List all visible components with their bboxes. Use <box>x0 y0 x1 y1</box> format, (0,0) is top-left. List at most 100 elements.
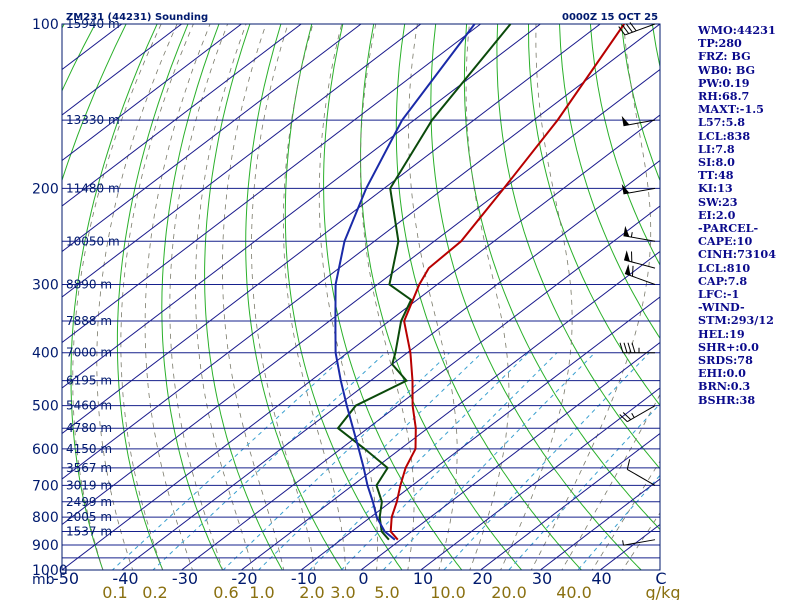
mixing-ratio-tick-label: 0.6 <box>213 583 238 600</box>
wind-barbs <box>618 22 656 546</box>
mixing-ratio-tick-label: 5.0 <box>374 583 399 600</box>
stability-index-item: CAP:7.8 <box>698 273 748 288</box>
stability-index-item: HEL:19 <box>698 326 745 341</box>
barb-half-feather <box>622 540 624 546</box>
stability-index-item: LCL:838 <box>698 128 751 143</box>
barb-staff <box>623 235 656 242</box>
temperature-tick-label: 30 <box>532 569 552 588</box>
isotherm-line <box>539 478 660 570</box>
dewpoint-profile <box>336 24 512 541</box>
mixing-ratio-line <box>340 352 558 570</box>
dry-adiabat-line <box>589 24 660 266</box>
dry-adiabat-line <box>430 24 642 570</box>
pressure-tick-label: 600 <box>32 442 59 458</box>
barb-feather <box>627 342 632 353</box>
moist-adiabat-line <box>318 24 378 570</box>
wind-barb <box>623 250 656 269</box>
dry-adiabat-line <box>161 24 224 570</box>
mixing-ratio-tick-label: 3.0 <box>330 583 355 600</box>
mixing-ratio-line <box>308 352 529 570</box>
pressure-tick-label: 100 <box>32 17 59 33</box>
isotherm-line <box>240 250 660 570</box>
mixing-ratio-tick-label: 20.0 <box>491 583 527 600</box>
height-label: 10050 m <box>66 234 120 248</box>
dry-adiabat-line <box>70 24 158 570</box>
stability-index-item: EI:2.0 <box>698 207 736 222</box>
wind-barb <box>621 115 656 127</box>
mixing-ratio-tick-label: 0.2 <box>142 583 167 600</box>
barb-feather <box>619 414 628 423</box>
barb-staff <box>623 259 656 269</box>
stability-index-item: LI:7.8 <box>698 141 735 156</box>
dry-adiabat-line <box>559 24 660 340</box>
pressure-tick-label: 400 <box>32 346 59 362</box>
height-label: 4150 m <box>66 442 112 456</box>
height-label: 5460 m <box>66 399 112 413</box>
wind-barb <box>624 264 656 285</box>
mixing-ratio-tick-label: 2.0 <box>299 583 324 600</box>
dry-adiabat-line <box>284 24 403 570</box>
barb-pennant <box>621 115 630 126</box>
stability-index-item: SI:8.0 <box>698 155 735 170</box>
height-label: 4780 m <box>66 421 112 435</box>
isotherm-line <box>360 341 660 570</box>
temperature-tick-label: -40 <box>112 569 138 588</box>
barb-feather <box>631 342 636 353</box>
height-label: 3567 m <box>66 461 112 475</box>
mixing-ratio-line <box>222 352 450 570</box>
stability-index-item: WB0: BG <box>698 62 756 77</box>
wind-barb <box>626 459 656 486</box>
temperature-profile <box>389 24 625 541</box>
height-label: 2499 m <box>66 495 112 509</box>
temperature-tick-label: C <box>655 569 666 588</box>
mixing-ratio-line <box>111 352 349 570</box>
stability-index-item: TT:48 <box>698 168 734 183</box>
pressure-tick-label: 500 <box>32 399 59 415</box>
temperature-tick-label: 40 <box>591 569 611 588</box>
height-label: 15940 m <box>66 17 120 31</box>
temperature-tick-label: 20 <box>472 569 492 588</box>
dry-adiabats <box>62 24 660 570</box>
barb-pennant <box>621 184 630 194</box>
stability-index-item: STM:293/12 <box>698 313 774 328</box>
height-label: 7000 m <box>66 346 112 360</box>
moist-adiabat-line <box>359 24 415 570</box>
mixing-ratio-line <box>508 403 660 570</box>
isotherm-line <box>62 24 660 480</box>
mixing-ratio-lines <box>111 352 660 570</box>
mixing-ratio-line <box>443 352 650 570</box>
barb-feather <box>622 24 630 34</box>
barb-staff <box>623 539 656 546</box>
moist-adiabats <box>72 24 660 570</box>
height-label: 6195 m <box>66 374 112 388</box>
wind-barb <box>618 22 656 36</box>
dry-adiabat-line <box>360 24 523 570</box>
pressure-unit-label: mb <box>32 572 55 588</box>
stability-index-item: EHI:0.0 <box>698 366 746 381</box>
isotherm-line <box>180 205 660 570</box>
pressure-tick-label: 200 <box>32 181 59 197</box>
barb-feather <box>631 265 634 277</box>
dry-adiabat-line <box>323 24 463 570</box>
wind-barb <box>622 539 656 546</box>
stability-index-item: LFC:-1 <box>698 287 740 302</box>
barb-staff <box>627 405 656 423</box>
isotherm-line <box>62 24 362 253</box>
stability-index-item: LCL:810 <box>698 260 751 275</box>
moist-adiabat-line <box>72 24 162 570</box>
barb-pennant <box>624 250 630 262</box>
moist-adiabat-line <box>195 24 254 570</box>
moist-adiabat-line <box>169 24 228 570</box>
barb-feather <box>629 22 637 32</box>
moist-adiabat-line <box>500 24 573 570</box>
dry-adiabat-line <box>245 24 343 570</box>
stability-index-item: L57:5.8 <box>698 115 746 130</box>
parcel-profile <box>334 24 476 541</box>
barb-pennant <box>623 225 630 237</box>
stability-index-item: CAPE:10 <box>698 234 753 249</box>
stability-index-item: TP:280 <box>698 36 742 51</box>
dry-adiabat-line <box>116 24 189 570</box>
stability-index-item: MAXT:-1.5 <box>698 102 764 117</box>
wind-barb <box>619 342 655 354</box>
